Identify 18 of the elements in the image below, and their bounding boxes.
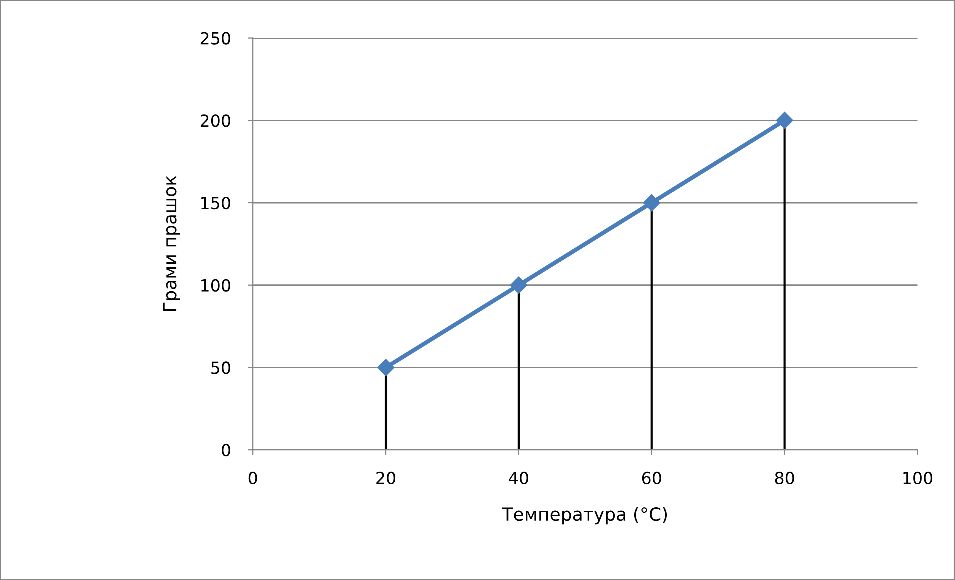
point [776, 112, 794, 130]
y-tick-label: 250 [200, 32, 230, 45]
point [377, 359, 395, 376]
x-tick-label: 100 [904, 472, 933, 485]
point [510, 276, 528, 294]
y-tick-label: 100 [202, 279, 230, 292]
x-tick-label: 80 [775, 472, 794, 485]
x-tick-label: 60 [642, 472, 662, 485]
y-axis-title: Грами прашок [163, 176, 180, 312]
y-tick-label: 200 [200, 114, 230, 128]
x-axis-title: Температура (°C) [502, 507, 668, 525]
x-tick-label: 20 [376, 472, 396, 485]
y-tick-label: 0 [222, 444, 230, 457]
point [643, 194, 660, 212]
y-tick-label: 150 [202, 196, 230, 210]
x-tick-label: 0 [248, 472, 258, 485]
y-tick-label: 50 [212, 362, 230, 374]
x-tick-label: 40 [509, 472, 528, 485]
